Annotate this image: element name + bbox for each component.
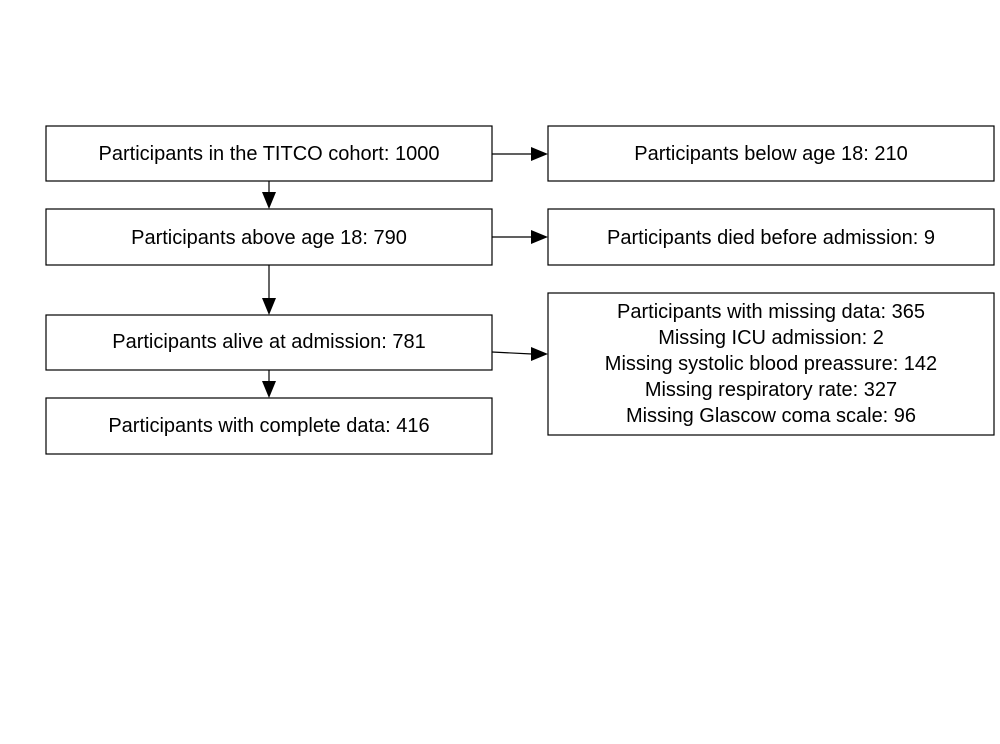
arrow-cohort-to-below-18	[492, 147, 548, 161]
node-missing-data-line-5: Missing Glascow coma scale: 96	[626, 405, 916, 427]
node-alive-at-admission: Participants alive at admission: 781	[45, 314, 493, 371]
node-missing-data-line-4: Missing respiratory rate: 327	[645, 379, 897, 401]
arrow-above-18-to-alive	[262, 265, 276, 315]
node-below-18-label: Participants below age 18: 210	[634, 143, 908, 165]
node-missing-data-line-2: Missing ICU admission: 2	[658, 327, 884, 349]
node-missing-data-line-1: Participants with missing data: 365	[617, 301, 925, 323]
arrow-above-18-to-died	[492, 230, 548, 244]
node-complete-data: Participants with complete data: 416	[45, 397, 493, 455]
arrow-alive-to-complete	[262, 370, 276, 398]
arrow-alive-to-missing	[491, 347, 548, 361]
node-alive-at-admission-label: Participants alive at admission: 781	[112, 331, 426, 353]
node-died-before-admission-label: Participants died before admission: 9	[607, 227, 935, 249]
node-died-before-admission: Participants died before admission: 9	[547, 208, 995, 266]
node-complete-data-label: Participants with complete data: 416	[108, 415, 429, 437]
node-below-18: Participants below age 18: 210	[547, 125, 995, 182]
node-cohort: Participants in the TITCO cohort: 1000	[45, 125, 493, 182]
node-above-18-label: Participants above age 18: 790	[131, 227, 407, 249]
node-missing-data-line-3: Missing systolic blood preassure: 142	[605, 353, 937, 375]
node-missing-data: Participants with missing data: 365 Miss…	[547, 292, 995, 436]
node-cohort-label: Participants in the TITCO cohort: 1000	[99, 143, 440, 165]
node-above-18: Participants above age 18: 790	[45, 208, 493, 266]
arrow-cohort-to-above-18	[262, 181, 276, 209]
